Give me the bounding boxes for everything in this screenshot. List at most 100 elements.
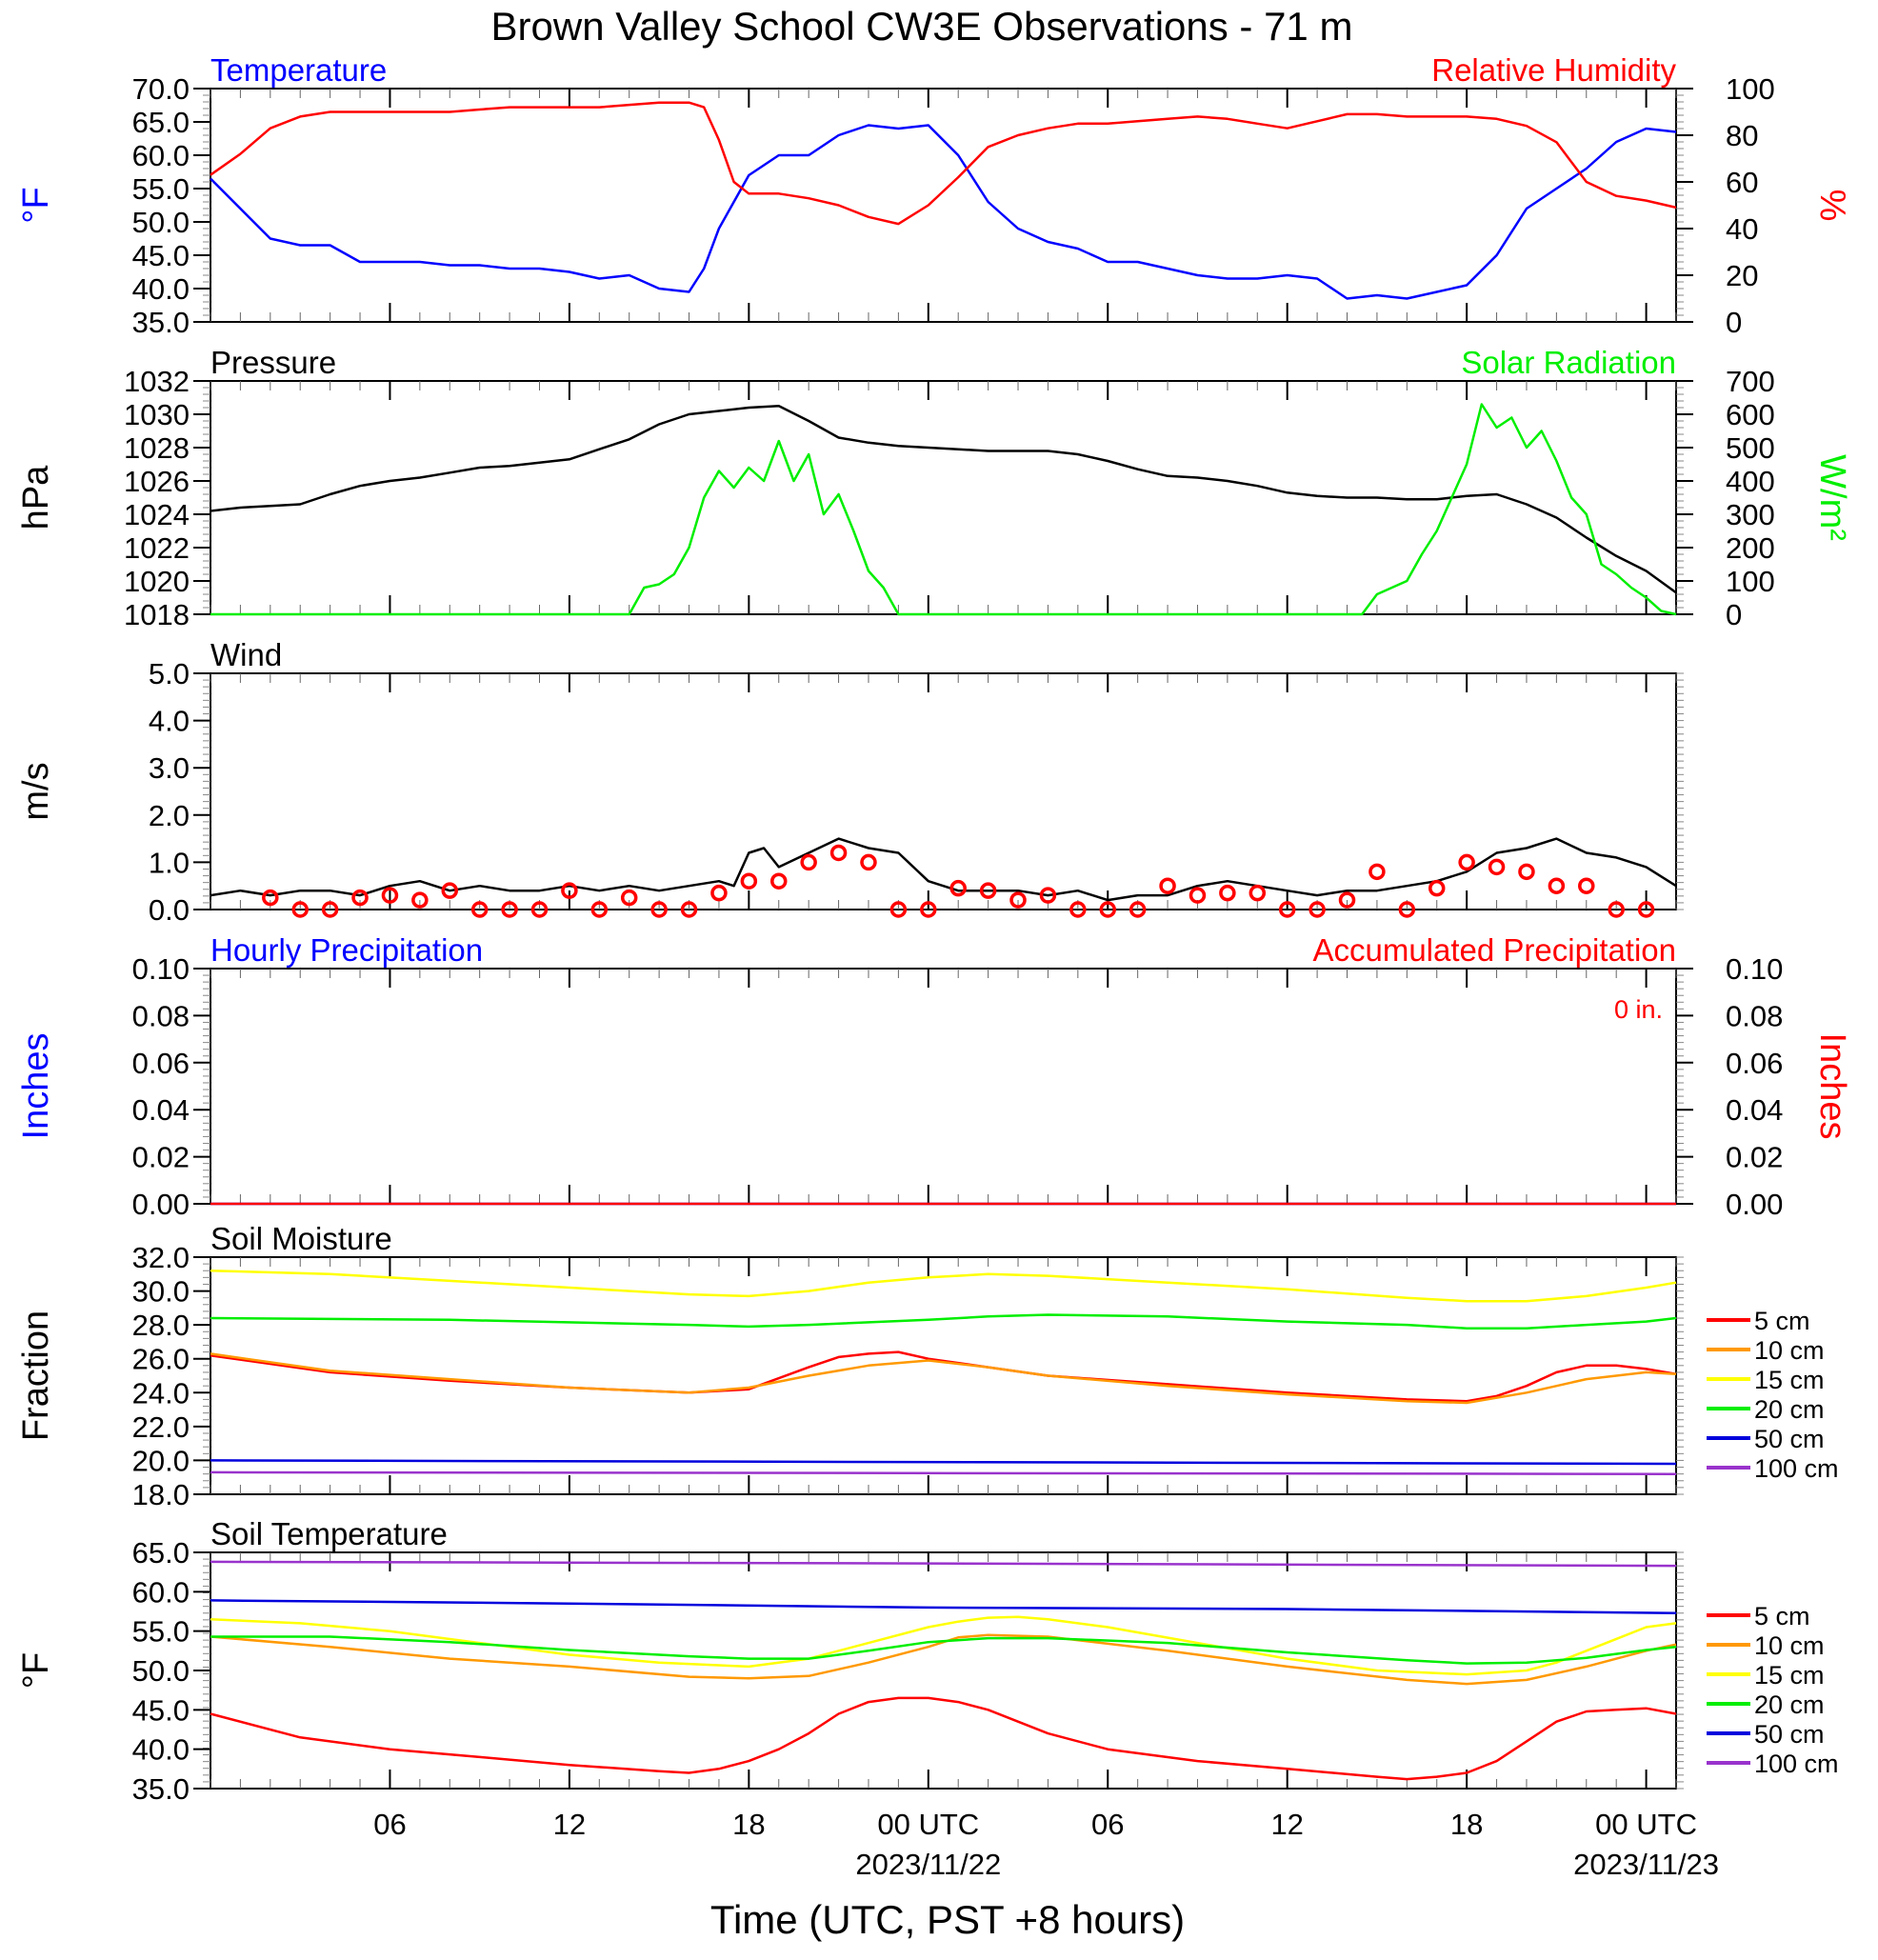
left-tick-label: 5.0 xyxy=(149,657,190,690)
left-tick-label: 40.0 xyxy=(132,272,190,306)
left-tick-label: 2.0 xyxy=(149,799,190,832)
panel-temp_rh: 35.040.045.050.055.060.065.070.0 0 20 40 60 8… xyxy=(16,52,1852,339)
wind-barb-circle xyxy=(411,891,429,909)
right-tick-label: 0 xyxy=(1726,306,1742,339)
date-label: 2023/11/22 xyxy=(855,1848,1001,1881)
panel-frame xyxy=(210,88,1677,323)
left-tick-label: 18.0 xyxy=(132,1478,190,1511)
wind-barb-circle xyxy=(920,901,937,918)
right-tick-label: 100 xyxy=(1726,72,1775,106)
right-axis-title: Inches xyxy=(1812,1033,1852,1140)
left-tick-label: 50.0 xyxy=(132,206,190,239)
panel-title-left: Soil Moisture xyxy=(210,1221,392,1256)
series-line-15-cm xyxy=(210,1269,1677,1303)
time-tick-label: 00 UTC xyxy=(1595,1808,1697,1841)
legend-label: 5 cm xyxy=(1754,1602,1810,1630)
left-tick-label: 55.0 xyxy=(132,1615,190,1649)
left-axis-title: Inches xyxy=(16,1033,56,1140)
left-axis-title: Fraction xyxy=(16,1310,56,1441)
right-tick-label: 300 xyxy=(1726,498,1775,531)
left-tick-label: 28.0 xyxy=(132,1309,190,1342)
right-tick-label: 0 xyxy=(1726,598,1742,631)
left-tick-label: 45.0 xyxy=(132,1693,190,1727)
left-tick-label: 55.0 xyxy=(132,172,190,206)
series-line-50-cm xyxy=(210,1599,1677,1614)
right-tick-label: 40 xyxy=(1726,212,1758,246)
panel-title-left: Soil Temperature xyxy=(210,1516,448,1551)
right-tick-label: 400 xyxy=(1726,465,1775,498)
panel-title-right: Relative Humidity xyxy=(1431,52,1676,88)
time-tick-label: 18 xyxy=(732,1808,765,1841)
wind-barb-circle xyxy=(561,882,578,899)
wind-barb-circle xyxy=(1278,901,1296,918)
panel-frame xyxy=(210,672,1677,910)
series-line-relative-humidity xyxy=(210,101,1677,226)
panels: 35.040.045.050.055.060.065.070.002040608… xyxy=(16,52,1852,1806)
wind-barb-circle xyxy=(1608,901,1625,918)
left-tick-label: 70.0 xyxy=(132,72,190,106)
right-axis-title: % xyxy=(1812,190,1852,222)
left-tick-label: 22.0 xyxy=(132,1410,190,1444)
right-tick-label: 0.10 xyxy=(1726,952,1783,986)
time-axis: 06 12 18 00 UTC 2023/11/22 06 12 18 00 UTC 2023/1… xyxy=(373,1808,1719,1881)
panel-title-left: Wind xyxy=(210,637,282,672)
left-tick-label: 32.0 xyxy=(132,1241,190,1274)
left-tick-label: 0.08 xyxy=(132,999,190,1032)
legend-label: 50 cm xyxy=(1754,1425,1825,1453)
left-axis-title: hPa xyxy=(16,465,56,530)
wind-barb-circle xyxy=(530,901,549,918)
wind-barb-circle xyxy=(829,844,848,862)
wind-barb-circle xyxy=(1518,863,1535,881)
wind-barb-circle xyxy=(800,853,817,871)
left-tick-label: 1032 xyxy=(124,365,190,398)
right-tick-label: 0.08 xyxy=(1726,999,1783,1032)
wind-barb-circle xyxy=(1369,863,1386,881)
left-tick-label: 60.0 xyxy=(132,1575,190,1609)
left-tick-label: 0.00 xyxy=(132,1188,190,1221)
time-tick-label: 00 UTC xyxy=(877,1808,979,1841)
series-line-20-cm xyxy=(210,1635,1677,1665)
wind-barb-circle xyxy=(1219,884,1236,902)
wind-barb-circle xyxy=(770,872,788,890)
wind-barb-circle xyxy=(740,872,758,890)
series-line-temperature xyxy=(210,124,1677,300)
series-line-10-cm xyxy=(210,1633,1677,1686)
panel-title-left: Pressure xyxy=(210,345,336,380)
left-tick-label: 1028 xyxy=(124,431,190,465)
wind-barb-circle xyxy=(501,901,518,918)
wind-barb-circle xyxy=(860,853,877,871)
wind-barb-circle xyxy=(1129,901,1147,918)
left-tick-label: 65.0 xyxy=(132,106,190,139)
wind-barb-circle xyxy=(1428,879,1446,897)
left-tick-label: 1.0 xyxy=(149,846,190,879)
legend-label: 20 cm xyxy=(1754,1395,1825,1424)
wind-barb-circle xyxy=(1099,901,1116,918)
right-tick-label: 500 xyxy=(1726,431,1775,465)
right-axis-title: W/m² xyxy=(1812,454,1852,541)
panel-wind: 0.0 1.0 2.0 3.0 4.0 5.0 Wind m/s xyxy=(16,637,1684,927)
left-tick-label: 1020 xyxy=(124,565,190,598)
right-tick-label: 80 xyxy=(1726,119,1758,152)
wind-barb-circle xyxy=(470,901,489,918)
wind-barb-circle xyxy=(291,901,309,918)
left-tick-label: 35.0 xyxy=(132,1772,190,1806)
right-tick-label: 600 xyxy=(1726,398,1775,431)
wind-barb-circle xyxy=(1548,877,1566,894)
left-tick-label: 24.0 xyxy=(132,1376,190,1410)
legend-label: 20 cm xyxy=(1754,1690,1825,1719)
legend-label: 50 cm xyxy=(1754,1720,1825,1749)
series-line-solar-radiation xyxy=(210,403,1677,616)
wind-barb-circle xyxy=(590,901,609,918)
panel-annotation: 0 in. xyxy=(1614,995,1663,1024)
series-line-pressure xyxy=(210,405,1677,594)
panel-precip: 0.00 0.02 0.04 0.06 0.08 0.10 0.00 0.02 0.04 0.06… xyxy=(16,932,1852,1221)
wind-barb-circle xyxy=(1249,884,1267,902)
left-tick-label: 1030 xyxy=(124,398,190,431)
wind-barb-circle xyxy=(979,882,997,899)
left-axis-title: m/s xyxy=(16,762,56,820)
wind-barb-circle xyxy=(441,882,459,899)
time-axis-title: Time (UTC, PST +8 hours) xyxy=(710,1897,1185,1942)
series-line-15-cm xyxy=(210,1615,1677,1676)
